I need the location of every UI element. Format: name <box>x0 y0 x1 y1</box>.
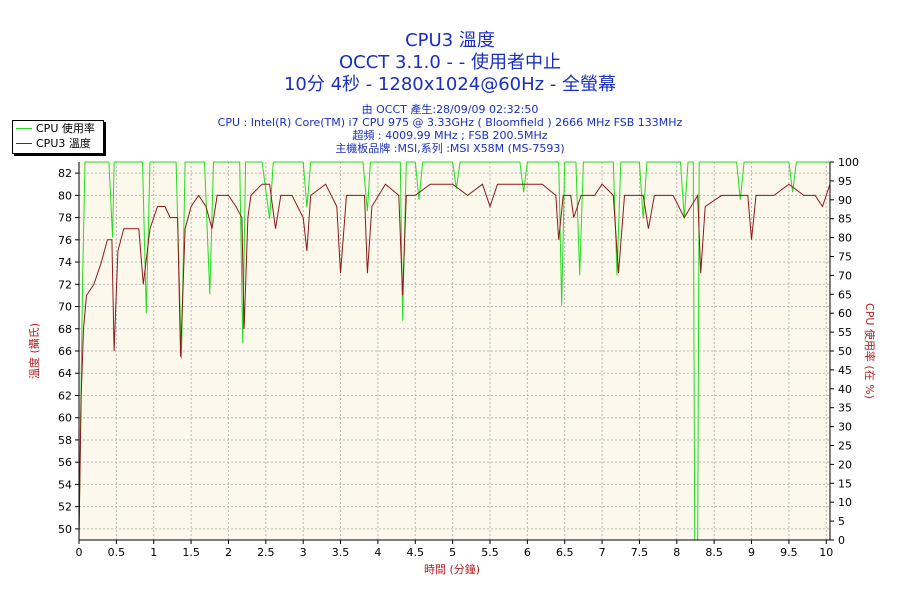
y-right-tick-label: 5 <box>838 515 845 528</box>
legend-label-cpu-usage: CPU 使用率 <box>36 122 95 135</box>
chart-legend: CPU 使用率 CPU3 溫度 <box>12 120 104 154</box>
x-tick-label: 1 <box>150 546 157 559</box>
generated-info: 由 OCCT 產生:28/09/09 02:32:50 <box>361 103 539 116</box>
y-left-tick-label: 50 <box>58 523 72 536</box>
legend-item-cpu-usage: CPU 使用率 <box>13 121 103 136</box>
x-tick-label: 3.5 <box>332 546 350 559</box>
y-right-tick-label: 75 <box>838 251 852 264</box>
x-tick-label: 4 <box>374 546 381 559</box>
y-left-tick-label: 66 <box>58 345 72 358</box>
y-right-tick-label: 10 <box>838 496 852 509</box>
y-left-tick-label: 76 <box>58 234 72 247</box>
x-tick-label: 5 <box>449 546 456 559</box>
y-left-tick-label: 80 <box>58 189 72 202</box>
y-right-tick-label: 85 <box>838 213 852 226</box>
y-right-tick-label: 65 <box>838 288 852 301</box>
y-right-tick-label: 30 <box>838 421 852 434</box>
y-left-tick-label: 78 <box>58 212 72 225</box>
y-right-tick-label: 95 <box>838 175 852 188</box>
y-right-tick-label: 35 <box>838 402 852 415</box>
x-tick-label: 9.5 <box>780 546 798 559</box>
legend-swatch-cpu-temp <box>16 143 32 144</box>
y-right-tick-label: 15 <box>838 477 852 490</box>
tick-labels: 0 0.5 1 1.5 2 2.5 3 3.5 4 4.5 5 5.5 6 6.5 7 7.5 8 8.5 9 9.5… <box>58 156 859 559</box>
x-tick-label: 5.5 <box>481 546 499 559</box>
y-left-tick-label: 82 <box>58 167 72 180</box>
y-right-tick-label: 50 <box>838 345 852 358</box>
y-right-tick-label: 80 <box>838 232 852 245</box>
y-right-tick-label: 0 <box>838 534 845 547</box>
y-right-tick-label: 55 <box>838 326 852 339</box>
y-axis-right-label: CPU 使用率 (在 %) <box>863 303 877 399</box>
x-tick-label: 2.5 <box>257 546 275 559</box>
x-axis-label: 時間 (分鐘) <box>424 562 480 576</box>
legend-item-cpu-temp: CPU3 溫度 <box>13 136 103 151</box>
y-left-tick-label: 70 <box>58 301 72 314</box>
y-right-tick-label: 20 <box>838 458 852 471</box>
series-cpu-usage-line <box>78 161 830 541</box>
y-left-tick-label: 62 <box>58 389 72 402</box>
x-tick-label: 10 <box>819 546 833 559</box>
x-tick-label: 7 <box>599 546 606 559</box>
x-tick-label: 8 <box>673 546 680 559</box>
y-left-tick-label: 74 <box>58 256 72 269</box>
x-tick-label: 6.5 <box>556 546 574 559</box>
series-layer <box>78 161 831 541</box>
x-tick-label: 6 <box>524 546 531 559</box>
x-tick-label: 9 <box>748 546 755 559</box>
y-right-tick-label: 60 <box>838 307 852 320</box>
chart-title-line-2: OCCT 3.1.0 - - 使用者中止 <box>339 52 561 73</box>
x-tick-label: 1.5 <box>182 546 200 559</box>
y-right-tick-label: 45 <box>838 364 852 377</box>
x-tick-label: 2 <box>225 546 232 559</box>
x-tick-label: 0.5 <box>108 546 126 559</box>
y-left-tick-label: 72 <box>58 278 72 291</box>
x-tick-label: 0 <box>76 546 83 559</box>
legend-swatch-cpu-usage <box>16 128 32 129</box>
y-right-tick-label: 70 <box>838 269 852 282</box>
y-left-tick-label: 64 <box>58 367 72 380</box>
x-tick-label: 7.5 <box>631 546 649 559</box>
x-tick-label: 4.5 <box>407 546 425 559</box>
chart-title-line-1: CPU3 溫度 <box>405 30 495 51</box>
y-left-tick-label: 52 <box>58 501 72 514</box>
y-left-tick-label: 60 <box>58 412 72 425</box>
overclock-info: 超頻 : 4009.99 MHz ; FSB 200.5MHz <box>352 129 548 142</box>
grid-lines <box>78 162 830 540</box>
y-left-tick-label: 54 <box>58 478 72 491</box>
y-left-tick-label: 58 <box>58 434 72 447</box>
y-right-tick-label: 40 <box>838 383 852 396</box>
y-right-tick-label: 25 <box>838 440 852 453</box>
cpu-info: CPU : Intel(R) Core(TM) i7 CPU 975 @ 3.3… <box>217 116 683 129</box>
series-cpu-temp-line <box>78 183 831 535</box>
y-right-tick-label: 90 <box>838 194 852 207</box>
y-right-tick-label: 100 <box>838 156 859 169</box>
y-axis-left-label: 溫度 (攝氏) <box>27 323 41 379</box>
x-tick-label: 3 <box>300 546 307 559</box>
chart-title-line-3: 10分 4秒 - 1280x1024@60Hz - 全螢幕 <box>283 74 617 95</box>
y-left-tick-label: 68 <box>58 323 72 336</box>
legend-label-cpu-temp: CPU3 溫度 <box>36 137 91 150</box>
motherboard-info: 主機板品牌 :MSI,系列 :MSI X58M (MS-7593) <box>335 142 565 155</box>
y-left-tick-label: 56 <box>58 456 72 469</box>
x-tick-label: 8.5 <box>705 546 723 559</box>
